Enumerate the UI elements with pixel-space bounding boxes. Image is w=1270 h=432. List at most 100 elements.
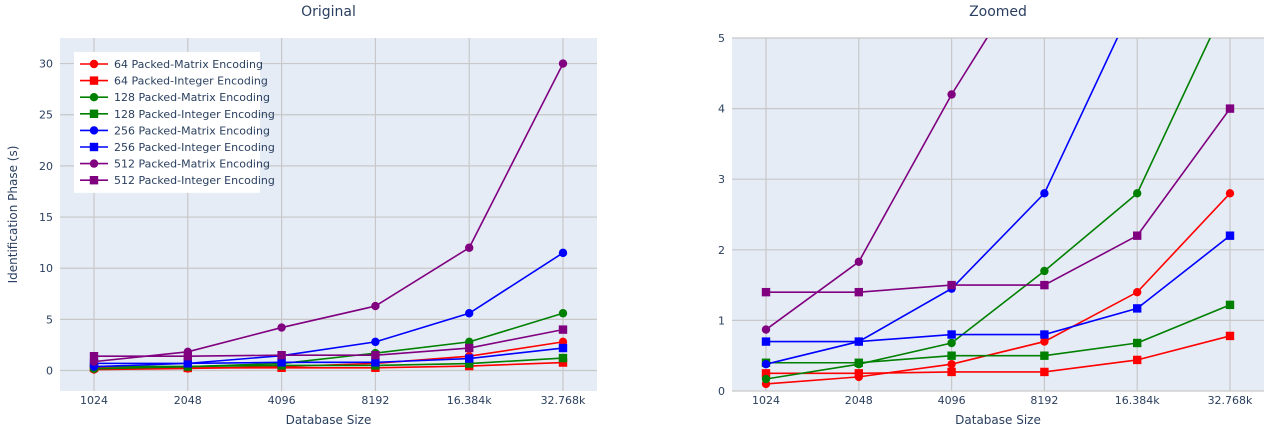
data-point xyxy=(1133,287,1142,297)
series-line xyxy=(766,108,1231,293)
data-point xyxy=(1133,189,1142,198)
data-point xyxy=(1225,189,1235,198)
series-512-packed-matrix-encoding xyxy=(761,38,988,334)
data-point xyxy=(183,359,192,368)
x-tick-label: 8192 xyxy=(1030,394,1058,407)
data-point xyxy=(1133,231,1142,240)
legend-label: 512 Packed-Matrix Encoding xyxy=(114,158,270,171)
data-point xyxy=(465,354,474,363)
legend-item: 128 Packed-Integer Encoding xyxy=(80,108,275,121)
data-point xyxy=(465,309,474,318)
y-tick-label: 3 xyxy=(718,173,725,186)
data-point xyxy=(947,367,956,377)
series-512-packed-integer-encoding xyxy=(89,325,568,361)
zoomed-series-group xyxy=(761,38,1235,389)
series-512-packed-integer-encoding xyxy=(761,104,1235,297)
y-tick-label: 2 xyxy=(718,244,725,257)
data-point xyxy=(854,369,863,378)
legend-item: 512 Packed-Integer Encoding xyxy=(80,174,275,187)
data-point xyxy=(558,248,568,258)
data-point xyxy=(854,337,863,346)
x-tick-label: 4096 xyxy=(268,394,296,407)
data-point xyxy=(761,325,771,334)
legend-marker xyxy=(89,93,99,102)
legend-item: 256 Packed-Integer Encoding xyxy=(80,141,275,154)
series-line xyxy=(766,304,1231,364)
data-point xyxy=(1225,104,1235,113)
x-tick-label: 32.768k xyxy=(1208,394,1253,407)
x-tick-label: 16.384k xyxy=(447,394,492,407)
x-tick-label: 1024 xyxy=(80,394,108,407)
data-point xyxy=(183,352,192,361)
data-point xyxy=(277,358,286,367)
y-tick-label: 0 xyxy=(46,365,53,378)
series-256-packed-integer-encoding xyxy=(761,231,1235,346)
legend-label: 64 Packed-Integer Encoding xyxy=(114,75,268,88)
data-point xyxy=(761,337,771,346)
data-point xyxy=(277,350,286,360)
data-point xyxy=(1040,337,1049,346)
data-point xyxy=(854,287,863,297)
legend-item: 256 Packed-Matrix Encoding xyxy=(80,124,270,137)
data-point xyxy=(1133,304,1142,313)
original-series-group xyxy=(89,59,568,374)
y-tick-label: 15 xyxy=(39,211,53,224)
legend-marker xyxy=(89,142,99,152)
series-line xyxy=(765,38,1211,380)
data-point xyxy=(1040,351,1049,360)
y-tick-label: 0 xyxy=(718,385,725,398)
legend-marker xyxy=(89,59,99,69)
legend-marker xyxy=(89,176,99,185)
data-point xyxy=(371,350,380,360)
legend-label: 128 Packed-Matrix Encoding xyxy=(114,91,270,104)
legend-label: 512 Packed-Integer Encoding xyxy=(114,174,275,187)
x-tick-label: 1024 xyxy=(752,394,780,407)
legend-item: 128 Packed-Matrix Encoding xyxy=(80,91,270,104)
data-point xyxy=(1225,300,1235,310)
legend: 64 Packed-Matrix Encoding 64 Packed-Integ… xyxy=(74,52,275,193)
legend-box xyxy=(74,52,260,193)
data-point xyxy=(465,243,474,252)
original-gridlines xyxy=(60,38,597,391)
data-point xyxy=(947,90,956,99)
zoomed-x-axis-title: Database Size xyxy=(955,413,1041,427)
legend-item: 64 Packed-Matrix Encoding xyxy=(80,58,263,71)
data-point xyxy=(1225,231,1235,240)
data-point xyxy=(854,257,863,267)
series-line xyxy=(93,63,564,363)
data-point xyxy=(1225,331,1235,341)
series-line xyxy=(766,235,1231,343)
data-point xyxy=(947,280,956,290)
data-point xyxy=(558,59,568,68)
data-point xyxy=(1133,338,1142,348)
data-point xyxy=(558,343,568,353)
data-point xyxy=(371,301,380,311)
legend-label: 256 Packed-Integer Encoding xyxy=(114,141,275,154)
original-panel: 1024 2048 4096 8192 16.384k 32.768k 0 5 10 15 20 25… xyxy=(6,4,597,427)
series-line xyxy=(94,328,564,358)
zoomed-plot-area xyxy=(732,38,1264,391)
original-tick-labels: 1024 2048 4096 8192 16.384k 32.768k 0 5 10 15 20 25… xyxy=(39,58,586,407)
series-512-packed-matrix-encoding xyxy=(89,59,568,366)
data-point xyxy=(1040,266,1049,276)
zoomed-panel: 1024 2048 4096 8192 16.384k 32.768k 0 1 2 3 4 5 Zoo… xyxy=(718,4,1264,427)
legend-label: 64 Packed-Matrix Encoding xyxy=(114,58,263,71)
series-line xyxy=(94,361,564,369)
series-line xyxy=(94,357,564,368)
data-point xyxy=(761,374,771,384)
data-point xyxy=(465,343,474,353)
x-tick-label: 2048 xyxy=(174,394,202,407)
legend-marker xyxy=(89,76,99,85)
legend-item: 512 Packed-Matrix Encoding xyxy=(80,158,270,171)
data-point xyxy=(761,359,771,369)
legend-label: 128 Packed-Integer Encoding xyxy=(114,108,275,121)
y-tick-label: 25 xyxy=(39,109,53,122)
data-point xyxy=(558,358,568,367)
data-point xyxy=(1040,280,1049,290)
y-tick-label: 20 xyxy=(39,160,53,173)
x-tick-label: 4096 xyxy=(938,394,966,407)
data-point xyxy=(761,287,771,297)
data-point xyxy=(558,325,568,334)
data-point xyxy=(277,323,286,332)
data-point xyxy=(947,359,956,369)
